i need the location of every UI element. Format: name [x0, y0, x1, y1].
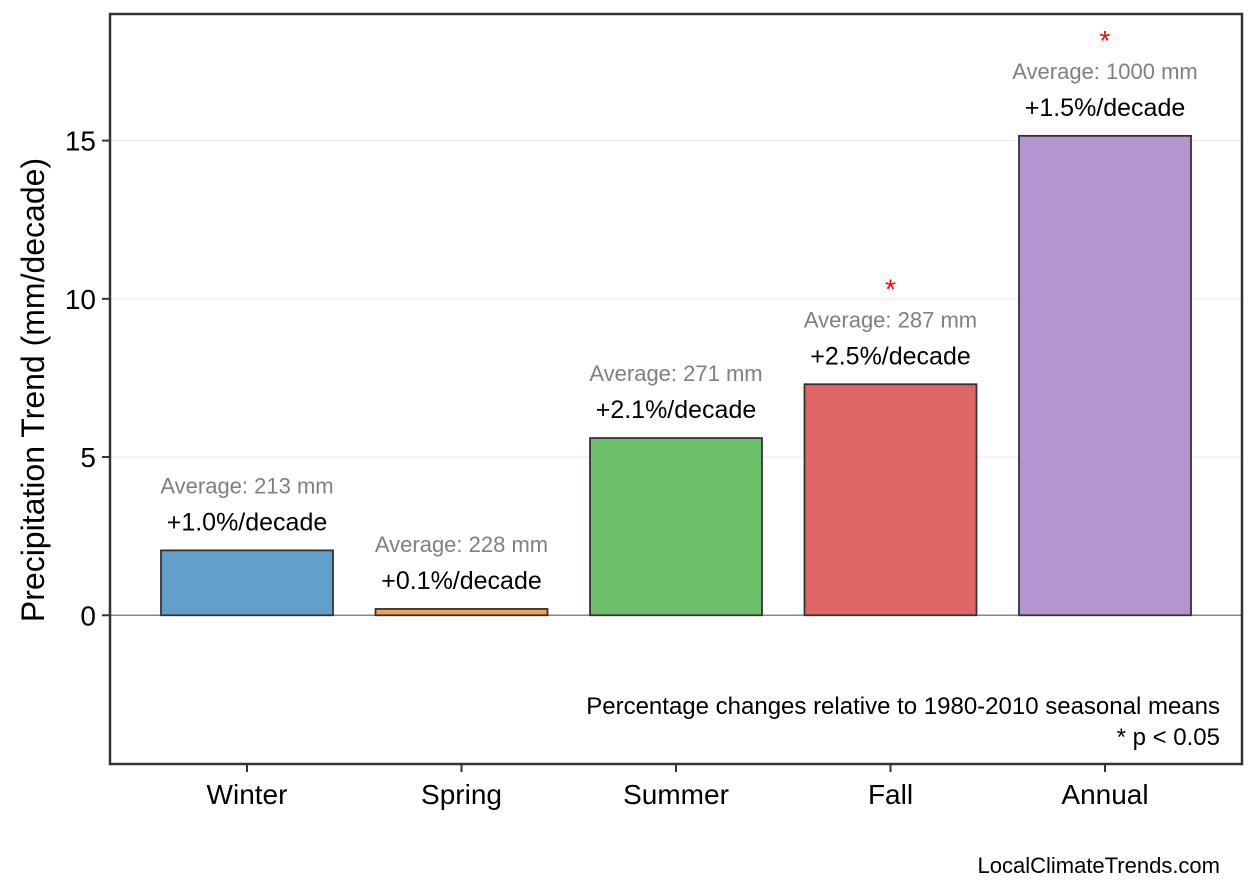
percent-label-spring: +0.1%/decade: [381, 567, 542, 595]
note-relative-means: Percentage changes relative to 1980-2010…: [586, 693, 1220, 720]
average-label-annual: Average: 1000 mm: [1012, 59, 1197, 84]
average-label-summer: Average: 271 mm: [589, 361, 762, 386]
percent-label-annual: +1.5%/decade: [1025, 94, 1186, 122]
bar-fall: [803, 383, 978, 617]
x-axis: Winter Spring Summer Fall Annual: [207, 764, 1149, 810]
average-label-spring: Average: 228 mm: [375, 532, 548, 557]
x-tick-label-summer: Summer: [623, 779, 729, 810]
source-credit: LocalClimateTrends.com: [978, 853, 1221, 878]
significance-marker-fall: *: [885, 273, 896, 304]
x-tick-label-spring: Spring: [421, 779, 502, 810]
y-axis: 0 5 10 15: [65, 126, 110, 631]
percent-label-summer: +2.1%/decade: [596, 396, 757, 424]
y-tick-label: 0: [80, 600, 96, 631]
bar-spring: [374, 608, 549, 617]
average-label-winter: Average: 213 mm: [160, 473, 333, 498]
average-label-fall: Average: 287 mm: [804, 307, 977, 332]
y-tick-label: 10: [65, 284, 96, 315]
percent-label-fall: +2.5%/decade: [810, 342, 971, 370]
percent-label-winter: +1.0%/decade: [167, 508, 328, 536]
x-tick-label-winter: Winter: [207, 779, 288, 810]
bar-summer: [589, 437, 763, 617]
significance-marker-annual: *: [1100, 25, 1111, 56]
y-tick-label: 15: [65, 126, 96, 157]
bar-annual: [1018, 134, 1192, 617]
note-significance: * p < 0.05: [1117, 724, 1220, 751]
bars: [160, 134, 1192, 617]
bar-labels: +1.0%/decade Average: 213 mm +0.1%/decade A…: [160, 25, 1197, 595]
x-tick-label-fall: Fall: [868, 779, 913, 810]
x-tick-label-annual: Annual: [1061, 779, 1148, 810]
y-axis-label: Precipitation Trend (mm/decade): [15, 158, 51, 622]
bar-winter: [160, 549, 334, 617]
y-tick-label: 5: [80, 442, 96, 473]
